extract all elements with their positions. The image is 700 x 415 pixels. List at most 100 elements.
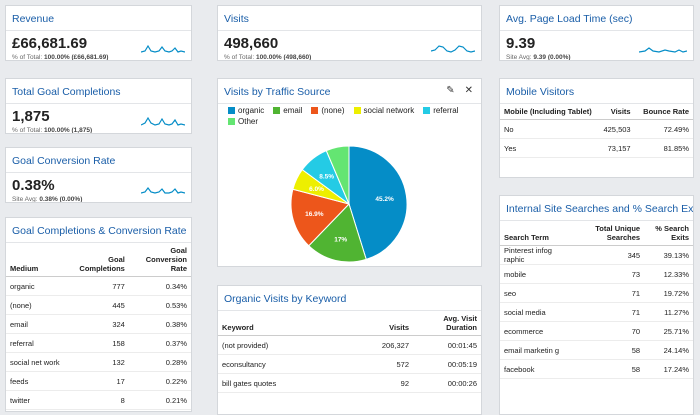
conversion-row[interactable]: organic 777 0.34% bbox=[6, 276, 191, 296]
goal-conversion-sub: Site Avg: 0.38% (0.00%) bbox=[12, 196, 83, 203]
goal-completions-widget: Total Goal Completions 1,875 % of Total:… bbox=[5, 78, 192, 134]
legend-item[interactable]: (none) bbox=[311, 105, 345, 116]
conversion-row-cell[interactable]: twitter bbox=[6, 390, 69, 410]
pie-data-label: 16.9% bbox=[305, 211, 324, 218]
mobile-row-cell: 425,503 bbox=[596, 119, 635, 139]
search-row-cell: 11.27% bbox=[644, 302, 693, 322]
mobile-row-cell[interactable]: Yes bbox=[500, 138, 597, 158]
legend-swatch bbox=[273, 107, 281, 114]
keyword-row[interactable]: econsultancy 572 00:05:19 bbox=[218, 354, 481, 374]
traffic-source-pie-chart: 45.2% 17% 16.9% 6.0% 8.5% bbox=[290, 145, 408, 263]
search-row[interactable]: social media 71 11.27% bbox=[500, 302, 693, 322]
mobile-visitors-title[interactable]: Mobile Visitors bbox=[500, 79, 693, 104]
search-row-cell[interactable]: email marketin g bbox=[500, 340, 578, 360]
keyword-row-cell[interactable]: econsultancy bbox=[218, 354, 376, 374]
search-col-header[interactable]: % Search Exits bbox=[644, 221, 693, 246]
search-row[interactable]: seo 71 19.72% bbox=[500, 283, 693, 303]
keyword-title[interactable]: Organic Visits by Keyword bbox=[218, 286, 481, 311]
legend-swatch bbox=[311, 107, 319, 114]
search-row-cell[interactable]: ecommerce bbox=[500, 321, 578, 341]
keyword-col-header[interactable]: Avg. Visit Duration bbox=[413, 311, 481, 336]
pie-slice-other[interactable] bbox=[325, 145, 350, 205]
visits-sub: % of Total: 100.00% (498,660) bbox=[224, 54, 312, 61]
legend-item[interactable]: Other bbox=[228, 116, 258, 127]
mobile-row-cell[interactable]: No bbox=[500, 119, 597, 139]
conversion-col-header[interactable]: Goal Conversion Rate bbox=[128, 243, 191, 277]
search-row-cell[interactable]: seo bbox=[500, 283, 578, 303]
keyword-row-cell: 92 bbox=[375, 373, 413, 393]
search-row[interactable]: email marketin g 58 24.14% bbox=[500, 340, 693, 360]
keyword-row-cell[interactable]: (not provided) bbox=[218, 335, 376, 355]
pie-legend: organic email (none) social network referral… bbox=[228, 105, 478, 127]
mobile-col-header[interactable]: Visits bbox=[596, 104, 635, 120]
search-row[interactable]: ecommerce 70 25.71% bbox=[500, 321, 693, 341]
conversion-row[interactable]: (none) 445 0.53% bbox=[6, 295, 191, 315]
legend-swatch bbox=[228, 118, 235, 125]
conversion-col-header[interactable]: Medium bbox=[6, 243, 69, 277]
visits-sparkline bbox=[431, 45, 475, 53]
page-load-title[interactable]: Avg. Page Load Time (sec) bbox=[500, 6, 693, 31]
search-row-cell: 71 bbox=[577, 283, 645, 303]
mobile-col-header[interactable]: Mobile (Including Tablet) bbox=[500, 104, 597, 120]
search-row-cell[interactable]: Pinterest infog raphic bbox=[500, 245, 578, 265]
legend-item[interactable]: email bbox=[273, 105, 302, 116]
conversion-table-title[interactable]: Goal Completions & Conversion Rate bbox=[6, 218, 191, 243]
visits-widget: Visits 498,660 % of Total: 100.00% (498,… bbox=[217, 5, 482, 61]
keyword-row[interactable]: bill gates quotes 92 00:00:26 bbox=[218, 373, 481, 393]
search-row-cell[interactable]: social media bbox=[500, 302, 578, 322]
pie-slice-email[interactable] bbox=[308, 203, 367, 263]
search-row[interactable]: facebook 58 17.24% bbox=[500, 359, 693, 379]
conversion-row-cell[interactable]: social net work bbox=[6, 352, 69, 372]
pie-slice-organic[interactable] bbox=[348, 145, 408, 261]
mobile-row[interactable]: No 425,503 72.49% bbox=[500, 119, 693, 139]
search-col-header[interactable]: Search Term bbox=[500, 221, 578, 246]
pencil-icon[interactable]: ✎ bbox=[446, 85, 455, 96]
revenue-title[interactable]: Revenue bbox=[6, 6, 191, 31]
conversion-row[interactable]: feeds 17 0.22% bbox=[6, 371, 191, 391]
conversion-row-cell: 445 bbox=[68, 295, 129, 315]
goal-conversion-title[interactable]: Goal Conversion Rate bbox=[6, 148, 191, 173]
site-search-title[interactable]: Internal Site Searches and % Search Exit… bbox=[500, 196, 693, 221]
legend-item[interactable]: referral bbox=[423, 105, 459, 116]
keyword-row-cell: 00:00:26 bbox=[413, 373, 481, 393]
search-row-cell: 58 bbox=[577, 359, 645, 379]
conversion-row[interactable]: email 324 0.38% bbox=[6, 314, 191, 334]
keyword-col-header[interactable]: Keyword bbox=[218, 311, 376, 336]
search-row-cell[interactable]: mobile bbox=[500, 264, 578, 284]
search-row[interactable]: Pinterest infog raphic 345 39.13% bbox=[500, 245, 693, 265]
conversion-row-cell: 777 bbox=[68, 276, 129, 296]
close-icon[interactable]: ✕ bbox=[464, 85, 473, 96]
revenue-widget: Revenue £66,681.69 % of Total: 100.00% (… bbox=[5, 5, 192, 61]
traffic-source-title[interactable]: Visits by Traffic Source bbox=[218, 79, 481, 104]
legend-item[interactable]: social network bbox=[353, 105, 415, 116]
search-row[interactable]: mobile 73 12.33% bbox=[500, 264, 693, 284]
conversion-row-cell[interactable]: email bbox=[6, 314, 69, 334]
conversion-col-header[interactable]: Goal Completions bbox=[68, 243, 129, 277]
conversion-row[interactable]: social net work 132 0.28% bbox=[6, 352, 191, 372]
keyword-row-cell[interactable]: bill gates quotes bbox=[218, 373, 376, 393]
pie-data-label: 8.5% bbox=[319, 173, 334, 180]
pie-data-label: 45.2% bbox=[375, 196, 394, 203]
legend-label: email bbox=[283, 106, 303, 115]
keyword-col-header[interactable]: Visits bbox=[375, 311, 413, 336]
goal-completions-title[interactable]: Total Goal Completions bbox=[6, 79, 191, 104]
search-col-header[interactable]: Total Unique Searches bbox=[577, 221, 645, 246]
conversion-row[interactable]: referral 158 0.37% bbox=[6, 333, 191, 353]
visits-title[interactable]: Visits bbox=[218, 6, 481, 31]
mobile-col-header[interactable]: Bounce Rate bbox=[634, 104, 693, 120]
conversion-row-cell[interactable]: referral bbox=[6, 333, 69, 353]
keyword-row-cell: 572 bbox=[375, 354, 413, 374]
mobile-row[interactable]: Yes 73,157 81.85% bbox=[500, 138, 693, 158]
keyword-row[interactable]: (not provided) 206,327 00:01:45 bbox=[218, 335, 481, 355]
conversion-row-cell[interactable]: feeds bbox=[6, 371, 69, 391]
search-row-cell: 71 bbox=[577, 302, 645, 322]
conversion-row-cell[interactable]: organic bbox=[6, 276, 69, 296]
goal-conversion-value: 0.38% bbox=[12, 177, 55, 194]
search-row-cell[interactable]: facebook bbox=[500, 359, 578, 379]
keyword-row-cell: 00:01:45 bbox=[413, 335, 481, 355]
pie-slice--none-[interactable] bbox=[290, 188, 350, 247]
legend-label: social network bbox=[363, 106, 415, 115]
conversion-row[interactable]: twitter 8 0.21% bbox=[6, 390, 191, 410]
conversion-row-cell[interactable]: (none) bbox=[6, 295, 69, 315]
legend-item[interactable]: organic bbox=[228, 105, 264, 116]
